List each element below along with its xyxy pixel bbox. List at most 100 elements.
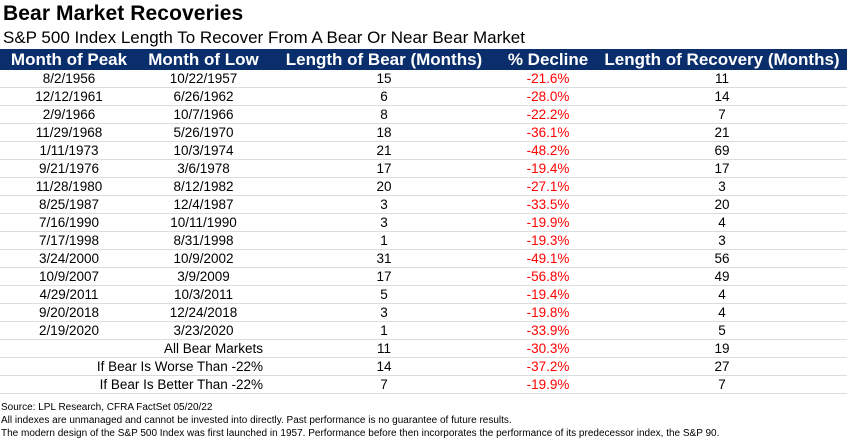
column-header-length-of-recovery: Length of Recovery (Months) — [597, 49, 847, 70]
cell-length-of-bear: 31 — [269, 249, 499, 268]
summary-length-of-bear: 11 — [269, 339, 499, 358]
cell-length-of-bear: 15 — [269, 70, 499, 88]
table-row: 8/25/1987 12/4/1987 3 -33.5% 20 — [0, 195, 847, 214]
cell-percent-decline: -36.1% — [499, 123, 597, 142]
cell-percent-decline: -21.6% — [499, 70, 597, 88]
cell-month-of-low: 3/9/2009 — [138, 267, 269, 286]
cell-month-of-peak: 2/9/1966 — [0, 105, 138, 124]
cell-percent-decline: -33.9% — [499, 321, 597, 340]
summary-length-of-bear: 7 — [269, 375, 499, 394]
cell-percent-decline: -49.1% — [499, 249, 597, 268]
cell-length-of-recovery: 56 — [597, 249, 847, 268]
cell-month-of-low: 10/22/1957 — [138, 70, 269, 88]
summary-row: If Bear Is Worse Than -22% 14 -37.2% 27 — [0, 357, 847, 376]
cell-month-of-peak: 7/16/1990 — [0, 213, 138, 232]
cell-month-of-peak: 7/17/1998 — [0, 231, 138, 250]
summary-label: If Bear Is Better Than -22% — [0, 375, 269, 394]
table-row: 4/29/2011 10/3/2011 5 -19.4% 4 — [0, 285, 847, 304]
cell-length-of-bear: 1 — [269, 321, 499, 340]
cell-month-of-low: 8/12/1982 — [138, 177, 269, 196]
table-row: 11/29/1968 5/26/1970 18 -36.1% 21 — [0, 123, 847, 142]
cell-percent-decline: -56.8% — [499, 267, 597, 286]
cell-month-of-peak: 11/29/1968 — [0, 123, 138, 142]
cell-month-of-low: 12/4/1987 — [138, 195, 269, 214]
disclaimer-note: All indexes are unmanaged and cannot be … — [1, 415, 512, 426]
table-row: 9/21/1976 3/6/1978 17 -19.4% 17 — [0, 159, 847, 178]
cell-month-of-peak: 2/19/2020 — [0, 321, 138, 340]
cell-percent-decline: -19.4% — [499, 285, 597, 304]
cell-percent-decline: -19.9% — [499, 213, 597, 232]
summary-percent-decline: -19.9% — [499, 375, 597, 394]
source-note: Source: LPL Research, CFRA FactSet 05/20… — [1, 402, 213, 413]
cell-month-of-low: 8/31/1998 — [138, 231, 269, 250]
cell-length-of-bear: 8 — [269, 105, 499, 124]
cell-length-of-recovery: 3 — [597, 231, 847, 250]
cell-length-of-recovery: 5 — [597, 321, 847, 340]
cell-length-of-bear: 5 — [269, 285, 499, 304]
summary-length-of-recovery: 27 — [597, 357, 847, 376]
bear-market-table: Month of Peak Month of Low Length of Bea… — [0, 49, 847, 394]
table-row: 2/19/2020 3/23/2020 1 -33.9% 5 — [0, 321, 847, 340]
cell-month-of-low: 10/11/1990 — [138, 213, 269, 232]
cell-length-of-bear: 18 — [269, 123, 499, 142]
cell-length-of-bear: 17 — [269, 159, 499, 178]
cell-month-of-peak: 3/24/2000 — [0, 249, 138, 268]
page-title: Bear Market Recoveries — [3, 2, 244, 25]
cell-length-of-recovery: 11 — [597, 70, 847, 88]
table-row: 2/9/1966 10/7/1966 8 -22.2% 7 — [0, 105, 847, 124]
cell-percent-decline: -19.4% — [499, 159, 597, 178]
table-row: 3/24/2000 10/9/2002 31 -49.1% 56 — [0, 249, 847, 268]
cell-month-of-low: 10/9/2002 — [138, 249, 269, 268]
cell-month-of-low: 5/26/1970 — [138, 123, 269, 142]
cell-length-of-recovery: 4 — [597, 213, 847, 232]
table-row: 7/16/1990 10/11/1990 3 -19.9% 4 — [0, 213, 847, 232]
table-row: 9/20/2018 12/24/2018 3 -19.8% 4 — [0, 303, 847, 322]
cell-length-of-recovery: 4 — [597, 303, 847, 322]
cell-month-of-peak: 11/28/1980 — [0, 177, 138, 196]
cell-length-of-bear: 1 — [269, 231, 499, 250]
column-header-percent-decline: % Decline — [499, 49, 597, 70]
summary-label: If Bear Is Worse Than -22% — [0, 357, 269, 376]
cell-month-of-peak: 1/11/1973 — [0, 141, 138, 160]
table-body: 8/2/1956 10/22/1957 15 -21.6% 11 12/12/1961 6/… — [0, 70, 847, 394]
cell-month-of-peak: 10/9/2007 — [0, 267, 138, 286]
table-row: 1/11/1973 10/3/1974 21 -48.2% 69 — [0, 141, 847, 160]
table-row: 8/2/1956 10/22/1957 15 -21.6% 11 — [0, 70, 847, 88]
cell-length-of-recovery: 21 — [597, 123, 847, 142]
cell-month-of-peak: 4/29/2011 — [0, 285, 138, 304]
cell-month-of-peak: 9/20/2018 — [0, 303, 138, 322]
cell-percent-decline: -19.8% — [499, 303, 597, 322]
cell-month-of-peak: 12/12/1961 — [0, 87, 138, 106]
cell-length-of-recovery: 14 — [597, 87, 847, 106]
column-header-month-of-peak: Month of Peak — [0, 49, 138, 70]
cell-length-of-bear: 3 — [269, 303, 499, 322]
summary-label: All Bear Markets — [0, 339, 269, 358]
summary-length-of-bear: 14 — [269, 357, 499, 376]
column-header-month-of-low: Month of Low — [138, 49, 269, 70]
cell-length-of-recovery: 49 — [597, 267, 847, 286]
cell-percent-decline: -22.2% — [499, 105, 597, 124]
column-header-length-of-bear: Length of Bear (Months) — [269, 49, 499, 70]
cell-length-of-recovery: 17 — [597, 159, 847, 178]
summary-row: If Bear Is Better Than -22% 7 -19.9% 7 — [0, 375, 847, 394]
index-history-note: The modern design of the S&P 500 Index w… — [1, 428, 720, 439]
table-header-row: Month of Peak Month of Low Length of Bea… — [0, 49, 847, 70]
cell-length-of-recovery: 69 — [597, 141, 847, 160]
cell-length-of-bear: 17 — [269, 267, 499, 286]
table-row: 12/12/1961 6/26/1962 6 -28.0% 14 — [0, 87, 847, 106]
cell-month-of-peak: 9/21/1976 — [0, 159, 138, 178]
table-row: 7/17/1998 8/31/1998 1 -19.3% 3 — [0, 231, 847, 250]
cell-month-of-low: 3/23/2020 — [138, 321, 269, 340]
cell-length-of-recovery: 7 — [597, 105, 847, 124]
footnotes: Source: LPL Research, CFRA FactSet 05/20… — [1, 401, 719, 440]
table-row: 10/9/2007 3/9/2009 17 -56.8% 49 — [0, 267, 847, 286]
cell-length-of-recovery: 3 — [597, 177, 847, 196]
cell-percent-decline: -33.5% — [499, 195, 597, 214]
summary-percent-decline: -37.2% — [499, 357, 597, 376]
cell-month-of-low: 10/3/1974 — [138, 141, 269, 160]
cell-month-of-peak: 8/2/1956 — [0, 70, 138, 88]
cell-percent-decline: -48.2% — [499, 141, 597, 160]
cell-length-of-bear: 3 — [269, 195, 499, 214]
cell-length-of-bear: 3 — [269, 213, 499, 232]
summary-row: All Bear Markets 11 -30.3% 19 — [0, 339, 847, 358]
